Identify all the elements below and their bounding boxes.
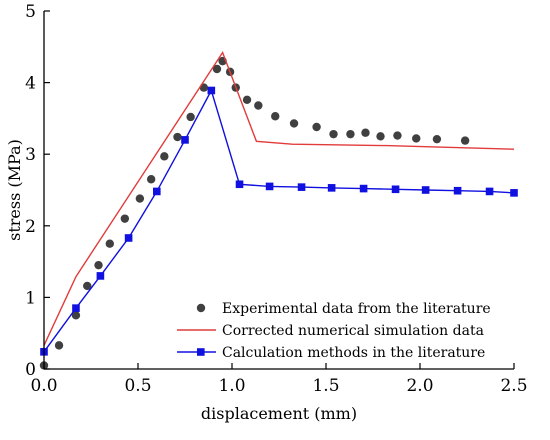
data-point (181, 136, 189, 144)
y-tick-label: 1 (25, 288, 36, 308)
x-tick-label: 0.0 (30, 376, 57, 396)
series-line (43, 50, 515, 346)
y-axis-title: stress (MPa) (5, 139, 24, 241)
data-point (289, 119, 299, 128)
data-point (235, 180, 244, 189)
data-point (432, 134, 442, 144)
ticks-layer: 0.0 0.5 1.0 1.5 2.0 2.5 0 1 2 3 4 5 (25, 2, 527, 396)
data-point (265, 182, 274, 191)
legend-item-1: Experimental data from the literature (196, 301, 491, 317)
data-point (393, 131, 402, 140)
data-point (453, 186, 462, 195)
y-tick-label: 3 (25, 145, 36, 165)
data-point (173, 132, 182, 142)
data-point (212, 64, 222, 74)
data-point (135, 194, 145, 203)
data-point (160, 152, 169, 161)
data-point (297, 183, 306, 191)
data-point (412, 134, 421, 143)
y-tick-label: 2 (25, 217, 36, 237)
data-point (391, 185, 400, 194)
x-tick-label: 1.0 (218, 376, 245, 396)
legend-marker (196, 303, 206, 313)
x-tick-label: 2.5 (500, 376, 527, 396)
data-point (312, 122, 321, 132)
data-point (361, 128, 370, 137)
data-point (376, 132, 385, 141)
data-point (54, 341, 64, 350)
y-tick-label: 5 (25, 2, 36, 22)
data-point (124, 234, 133, 242)
data-point (271, 112, 280, 121)
data-point (105, 239, 115, 248)
x-axis-title: displacement (mm) (201, 404, 357, 423)
data-point (510, 189, 518, 197)
data-point (72, 304, 80, 312)
axes-layer (43, 11, 514, 370)
data-point (346, 129, 355, 139)
data-point (327, 184, 336, 192)
series-1 (39, 56, 470, 370)
data-point (120, 214, 130, 223)
y-tick-label: 4 (25, 74, 36, 94)
x-tick-label: 0.5 (124, 376, 151, 396)
plot-layer (39, 50, 518, 370)
series-2 (43, 50, 515, 346)
data-point (83, 281, 92, 291)
data-point (242, 95, 252, 104)
data-point (460, 136, 470, 145)
data-point (485, 187, 494, 196)
data-point (254, 101, 263, 110)
data-point (186, 112, 195, 122)
data-point (421, 186, 430, 194)
data-point (96, 272, 105, 280)
legend-item-2: Corrected numerical simulation data (177, 323, 484, 339)
data-point (71, 311, 81, 320)
legend-item-3: Calculation methods in the literature (177, 345, 485, 361)
legend-label: Calculation methods in the literature (222, 345, 485, 361)
legend-marker (197, 348, 205, 356)
y-tick-label: 0 (25, 360, 36, 380)
data-point (94, 260, 103, 270)
data-point (153, 187, 161, 196)
data-point (207, 86, 216, 95)
x-tick-label: 2.0 (406, 376, 433, 396)
x-tick-label: 1.5 (312, 376, 339, 396)
legend-label: Corrected numerical simulation data (222, 323, 484, 339)
data-point (359, 184, 368, 193)
legend-label: Experimental data from the literature (222, 301, 491, 317)
legend: Experimental data from the literature Cor… (177, 301, 491, 361)
data-point (329, 129, 338, 139)
data-point (146, 175, 156, 184)
